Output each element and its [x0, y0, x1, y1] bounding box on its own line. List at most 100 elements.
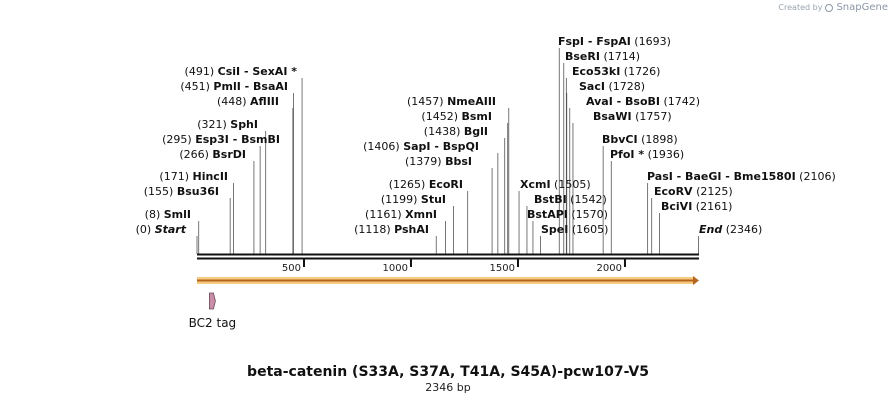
site-label: BsaWI (1757) [593, 110, 672, 123]
ruler-tick-label: 1500 [490, 263, 515, 274]
site-position: (295) [162, 133, 195, 146]
site-nmeaiii[interactable]: (1457) NmeAIII [407, 95, 496, 108]
site-position: (1438) [424, 125, 464, 138]
brand-watermark: Created by SnapGene [778, 2, 888, 13]
site-bcivi[interactable]: BciVI (2161) [661, 200, 732, 213]
site-position: (1605) [568, 223, 608, 236]
site-name: BsaWI [593, 110, 632, 123]
feature-bc2-tag[interactable]: BC2 tag [189, 292, 237, 330]
plasmid-title: beta-catenin (S33A, S37A, T41A, S45A)-pc… [247, 364, 649, 380]
site-label: BstBI (1542) [534, 193, 607, 206]
site-sphi[interactable]: (321) SphI [197, 118, 258, 131]
plasmid-length: 2346 bp [425, 381, 471, 394]
site-label: (295) Esp3I - BsmBI [162, 133, 280, 146]
site-pshai[interactable]: (1118) PshAI [354, 223, 429, 236]
site-end[interactable]: End (2346) [699, 223, 762, 236]
site-eco53ki[interactable]: Eco53kI (1726) [572, 65, 660, 78]
site-ecorv[interactable]: EcoRV (2125) [654, 185, 733, 198]
site-bseri[interactable]: BseRI (1714) [565, 50, 640, 63]
site-saci[interactable]: SacI (1728) [579, 80, 645, 93]
site-name: NmeAIII [447, 95, 496, 108]
site-bsrdi[interactable]: (266) BsrDI [179, 148, 246, 161]
site-name: FspI - FspAI [558, 35, 631, 48]
site-name: SapI - BspQI [403, 140, 479, 153]
site-label: (8) SmlI [145, 208, 191, 221]
site-position: (491) [185, 65, 218, 78]
site-smli[interactable]: (8) SmlI [145, 208, 191, 221]
site-csii-sexai[interactable]: (491) CsiI - SexAI * [185, 65, 298, 78]
site-label: End (2346) [699, 223, 762, 236]
site-esp3i-bsmbi[interactable]: (295) Esp3I - BsmBI [162, 133, 280, 146]
site-label: (1161) XmnI [365, 208, 437, 221]
orf-arrow[interactable] [197, 276, 699, 285]
site-label: (171) HincII [159, 170, 228, 183]
site-hincii[interactable]: (171) HincII [159, 170, 228, 183]
feature-layer: BC2 tag [189, 292, 237, 330]
site-label: (1118) PshAI [354, 223, 429, 236]
site-stui[interactable]: (1199) StuI [381, 193, 446, 206]
site-label: (448) AflIII [217, 95, 279, 108]
site-bstbi[interactable]: BstBI (1542) [534, 193, 607, 206]
site-label: BbvCI (1898) [602, 133, 678, 146]
site-afliii[interactable]: (448) AflIII [217, 95, 279, 108]
site-start[interactable]: (0) Start [136, 223, 187, 236]
site-position: (1452) [421, 110, 461, 123]
site-bbsi[interactable]: (1379) BbsI [405, 155, 472, 168]
site-sapi-bspqi[interactable]: (1406) SapI - BspQI [363, 140, 479, 153]
site-label: XcmI (1505) [520, 178, 591, 191]
site-label: (0) Start [136, 223, 187, 236]
site-ecori[interactable]: (1265) EcoRI [389, 178, 463, 191]
site-position: (1898) [638, 133, 678, 146]
site-name: Esp3I - BsmBI [195, 133, 280, 146]
site-label: BseRI (1714) [565, 50, 640, 63]
site-name: EcoRI [429, 178, 463, 191]
site-name: BseRI [565, 50, 600, 63]
ruler-tick-label: 500 [282, 263, 301, 274]
site-bsawi[interactable]: BsaWI (1757) [593, 110, 672, 123]
site-xmni[interactable]: (1161) XmnI [365, 208, 437, 221]
site-position: (1757) [632, 110, 672, 123]
site-position: (321) [197, 118, 230, 131]
site-bbvci[interactable]: BbvCI (1898) [602, 133, 678, 146]
site-avai-bsobi[interactable]: AvaI - BsoBI (1742) [586, 95, 700, 108]
site-bstapi[interactable]: BstAPI (1570) [527, 208, 608, 221]
site-name: PshAI [394, 223, 429, 236]
site-position: (171) [159, 170, 192, 183]
site-label: (1265) EcoRI [389, 178, 463, 191]
site-name: PasI - BaeGI - Bme1580I [647, 170, 796, 183]
site-spei[interactable]: SpeI (1605) [541, 223, 608, 236]
site-name: HincII [192, 170, 228, 183]
site-label: (1406) SapI - BspQI [363, 140, 479, 153]
site-label: (266) BsrDI [179, 148, 246, 161]
site-label: (1452) BsmI [421, 110, 492, 123]
site-position: (451) [180, 80, 213, 93]
site-name: Eco53kI [572, 65, 620, 78]
site-name: AvaI - BsoBI [586, 95, 660, 108]
site-xcmi[interactable]: XcmI (1505) [520, 178, 591, 191]
site-position: (0) [136, 223, 155, 236]
ruler-tick-label: 2000 [597, 263, 622, 274]
site-name: SphI [230, 118, 258, 131]
orf-arrowhead [693, 276, 699, 285]
site-name: BstAPI [527, 208, 568, 221]
site-name: BciVI [661, 200, 692, 213]
site-pmli-bsaai[interactable]: (451) PmlI - BsaAI [180, 80, 288, 93]
site-position: (2106) [796, 170, 836, 183]
site-position: (1161) [365, 208, 405, 221]
site-position: (2161) [692, 200, 732, 213]
site-position: (1726) [620, 65, 660, 78]
site-fspi-fspai[interactable]: FspI - FspAI (1693) [558, 35, 671, 48]
site-name: BsrDI [212, 148, 246, 161]
site-pfoi[interactable]: PfoI * (1936) [610, 148, 684, 161]
site-bsmi[interactable]: (1452) BsmI [421, 110, 492, 123]
site-name: SmlI [164, 208, 191, 221]
site-bgli[interactable]: (1438) BglI [424, 125, 488, 138]
site-label: (1379) BbsI [405, 155, 472, 168]
site-bsu36i[interactable]: (155) Bsu36I [144, 185, 219, 198]
site-label: FspI - FspAI (1693) [558, 35, 671, 48]
site-label: BciVI (2161) [661, 200, 732, 213]
site-label: BstAPI (1570) [527, 208, 608, 221]
site-pasi-baegi-bme1580i[interactable]: PasI - BaeGI - Bme1580I (2106) [647, 170, 836, 183]
brand-name: SnapGene [836, 2, 888, 13]
